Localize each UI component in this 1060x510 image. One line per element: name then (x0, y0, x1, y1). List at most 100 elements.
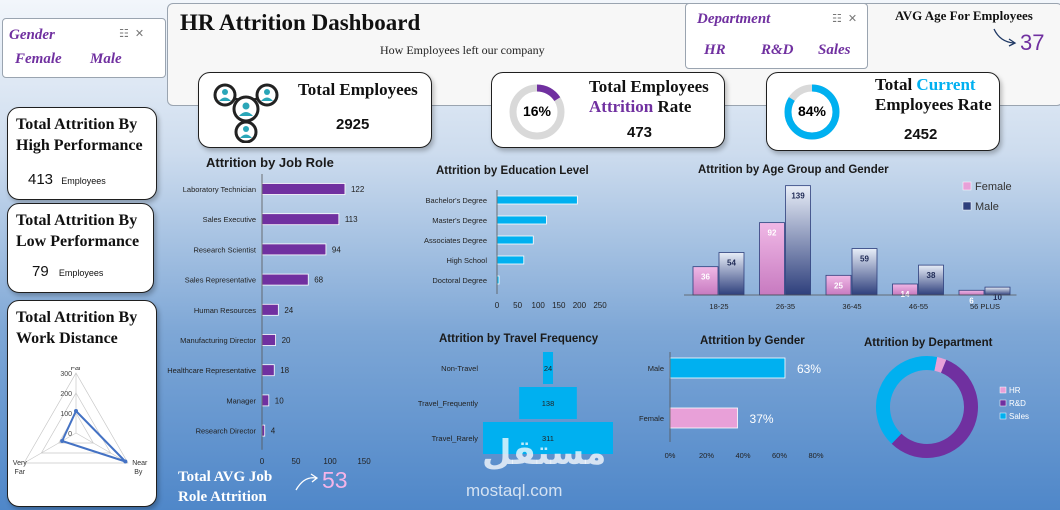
axis-tick-label: 40% (735, 451, 750, 460)
data-label: 92 (768, 229, 777, 238)
kpi-value: 2452 (904, 126, 938, 143)
department-slicer: Department ☷✕ HR R&D Sales (685, 3, 868, 69)
axis-tick-label: Sales Representative (185, 276, 256, 285)
ring-percent-label: 84% (797, 103, 827, 119)
card-value: 79 Employees (32, 263, 103, 280)
slicer-item-male[interactable]: Male (90, 51, 122, 67)
bar (261, 213, 340, 226)
data-label: 54 (727, 259, 736, 268)
gender-slicer: Gender ☷✕ Female Male (2, 18, 166, 78)
axis-tick-label: Male (648, 364, 664, 373)
axis-tick-label: Doctoral Degree (432, 276, 487, 285)
kpi-title: Total Employees Attrition Rate (589, 77, 709, 117)
bar (483, 422, 613, 454)
job-role-bar-chart: Laboratory Technician 122 Sales Executive 1… (167, 174, 371, 466)
data-label: 25 (834, 281, 843, 290)
bar (261, 303, 279, 316)
radar-grid-ring (23, 372, 129, 464)
axis-tick-label: 18-25 (709, 302, 728, 311)
data-label: 24 (544, 364, 552, 373)
department-donut-chart: HR R&D Sales (876, 356, 1029, 458)
legend-label: Male (975, 201, 999, 213)
bar (261, 183, 346, 195)
axis-tick-label: 100 (323, 457, 337, 466)
current-rate-ring (784, 84, 840, 140)
axis-tick-label: 50 (513, 301, 522, 310)
avg-age-value: 37 (1020, 30, 1045, 55)
chart-title: Attrition by Education Level (436, 165, 589, 177)
data-label: 37% (750, 412, 774, 426)
bar (261, 243, 327, 256)
legend-swatch (999, 412, 1007, 420)
card-low-performance: Total Attrition By Low Performance 79 Em… (7, 203, 154, 293)
card-title: Total Attrition By Low Performance (16, 212, 140, 250)
kpi-value: 2925 (336, 116, 370, 133)
data-label: 14 (901, 290, 910, 299)
slicer-item-female[interactable]: Female (15, 51, 62, 67)
radar-axis-label: Far (71, 367, 82, 372)
data-label: 38 (927, 271, 936, 280)
axis-tick-label: 60% (772, 451, 787, 460)
radar-axis-label: By (134, 469, 143, 476)
axis-tick-label: 80% (808, 451, 823, 460)
bar (261, 334, 276, 346)
bar (519, 387, 577, 419)
chart-title: Attrition by Department (864, 337, 993, 349)
axis-tick-label: Sales Executive (203, 215, 256, 224)
bar (261, 424, 266, 437)
slicer-item-hr[interactable]: HR (704, 42, 726, 58)
slicer-item-sales[interactable]: Sales (818, 42, 851, 58)
kpi-current-rate: 84% Total Current Employees Rate 2452 (766, 72, 1000, 151)
data-label: 139 (791, 192, 805, 201)
axis-tick-label: Laboratory Technician (183, 185, 256, 194)
gender-bar-chart: Male 63% Female 37% 0% 20% 40% 60% 80% (639, 352, 824, 460)
bar (496, 195, 578, 205)
data-label: 24 (284, 306, 293, 315)
page-title: HR Attrition Dashboard (180, 10, 421, 35)
axis-tick-label: Human Resources (194, 306, 256, 315)
card-high-performance: Total Attrition By High Performance 413 … (7, 107, 157, 200)
page-subtitle: How Employees left our company (380, 43, 545, 57)
axis-tick-label: 0 (495, 301, 500, 310)
axis-tick-label: Travel_Frequently (418, 399, 478, 408)
kpi-value: 473 (627, 124, 653, 141)
data-label: 94 (332, 245, 341, 254)
axis-tick-label: Manufacturing Director (180, 336, 256, 345)
axis-tick-label: 250 (593, 301, 607, 310)
chart-title: Attrition by Job Role (206, 155, 334, 170)
legend-swatch (962, 181, 972, 191)
data-label: 113 (345, 215, 358, 224)
department-slicer-title: Department (697, 11, 771, 27)
axis-tick-label: Associates Degree (424, 236, 487, 245)
radar-spoke (75, 432, 129, 464)
radar-axis-label: Near (132, 460, 148, 467)
legend-label: R&D (1009, 399, 1026, 408)
data-label: 68 (314, 276, 323, 285)
avg-job-role-value: 53 (322, 467, 348, 493)
bar (261, 394, 270, 407)
radar-series-line (60, 409, 127, 463)
network-people-icon (213, 83, 279, 143)
education-bar-chart: Bachelor's Degree Master's Degree Associat… (424, 190, 607, 310)
axis-tick-label: 200 (573, 301, 587, 310)
radar-point (60, 439, 65, 443)
multi-select-icon[interactable]: ☷✕ (119, 28, 151, 40)
axis-tick-label: 56 PLUS (970, 302, 1000, 311)
data-label: 10 (993, 293, 1002, 302)
bar (496, 235, 534, 245)
legend-swatch (999, 399, 1007, 407)
legend-label: Female (975, 181, 1012, 193)
avg-job-role-label: Total AVG Job Role Attrition (178, 469, 273, 505)
data-label: 122 (351, 185, 365, 194)
data-label: 59 (860, 255, 869, 264)
attrition-rate-ring (509, 84, 565, 140)
slicer-item-rd[interactable]: R&D (761, 42, 794, 58)
axis-tick-label: 50 (292, 457, 301, 466)
legend-swatch (962, 201, 972, 211)
axis-tick-label: Non-Travel (441, 364, 478, 373)
donut-slice (876, 356, 938, 444)
data-label: 36 (701, 273, 710, 282)
radar-tick-label: 0 (68, 431, 72, 438)
bar (958, 289, 985, 296)
multi-select-icon[interactable]: ☷✕ (832, 13, 864, 25)
